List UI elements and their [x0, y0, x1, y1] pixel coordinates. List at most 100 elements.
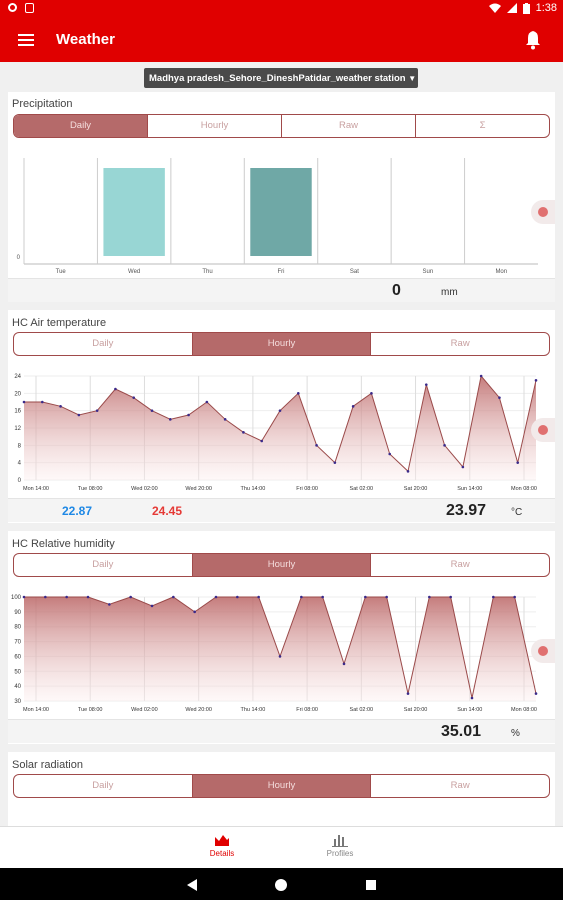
data-point	[150, 604, 154, 608]
data-point	[479, 374, 483, 378]
data-point	[236, 595, 239, 599]
humidity-card: HC Relative humidity Daily Hourly Raw 30…	[8, 531, 555, 744]
tab-sum[interactable]: Σ	[479, 120, 486, 131]
data-point	[168, 418, 172, 421]
humidity-title: HC Relative humidity	[12, 538, 115, 550]
x-tick-label: Tue 08:00	[78, 707, 103, 713]
tab-raw[interactable]: Raw	[282, 115, 416, 137]
data-point	[388, 452, 392, 456]
tab-hourly[interactable]: Hourly	[148, 115, 282, 137]
data-point	[513, 595, 516, 599]
data-point	[351, 405, 355, 408]
air-temperature-title: HC Air temperature	[12, 317, 107, 329]
data-point	[223, 418, 227, 421]
sd-card-icon	[25, 3, 34, 13]
back-icon[interactable]	[186, 878, 198, 896]
x-tick-label: Wed 20:00	[185, 486, 212, 492]
tab-daily[interactable]: Daily	[14, 333, 193, 355]
data-point	[22, 595, 26, 599]
data-point	[534, 692, 538, 695]
solar-radiation-title: Solar radiation	[12, 759, 83, 771]
touch-icon[interactable]	[531, 200, 555, 224]
y-tick-label: 80	[14, 625, 21, 631]
tab-hourly[interactable]: Hourly	[192, 554, 372, 576]
tab-raw[interactable]: Raw	[450, 559, 470, 570]
air-temperature-chart-svg: 0 4 8 12 16 20 24 Mon 14:00 Tue 08:00 Wed 02:00 We…	[14, 374, 538, 492]
x-tick-label: Sat 20:00	[404, 486, 428, 492]
precipitation-tabs: Daily Hourly Raw Σ	[13, 114, 550, 138]
tab-raw[interactable]: Raw	[450, 338, 470, 349]
station-select[interactable]: Madhya pradesh_Sehore_DineshPatidar_weat…	[144, 68, 418, 88]
air-temperature-tabs: Daily Hourly Raw	[13, 332, 550, 356]
precipitation-chart: 0 Tue Wed Thu Fri Sat Sun Mon	[8, 148, 555, 278]
nav-details[interactable]: Details	[192, 833, 252, 858]
x-tick-label: Thu	[202, 269, 212, 275]
precipitation-unit: mm	[441, 287, 458, 298]
x-tick-label: Fri	[278, 269, 285, 275]
data-point	[193, 610, 196, 614]
touch-icon[interactable]	[531, 418, 555, 442]
data-point	[132, 396, 136, 399]
nav-profiles[interactable]: Profiles	[310, 833, 370, 858]
data-point	[214, 595, 218, 599]
y-tick-label: 20	[14, 391, 21, 397]
recents-icon[interactable]	[365, 878, 377, 896]
y-tick-label: 100	[11, 595, 22, 601]
data-point	[406, 470, 410, 473]
data-point	[205, 400, 209, 404]
x-tick-label: Fri 08:00	[296, 486, 318, 492]
solar-radiation-card: Solar radiation Daily Hourly Raw	[8, 752, 555, 826]
tab-daily[interactable]: Daily	[14, 115, 148, 137]
data-point	[461, 465, 465, 469]
data-point	[172, 595, 175, 599]
data-point	[534, 379, 538, 382]
system-navigation	[0, 868, 563, 900]
notification-bell-icon[interactable]	[525, 30, 541, 50]
x-tick-label: Thu 14:00	[240, 486, 265, 492]
tab-hourly[interactable]: Hourly	[192, 775, 372, 797]
home-icon[interactable]	[275, 878, 287, 896]
data-point	[257, 595, 260, 599]
data-point	[65, 595, 68, 599]
x-tick-label: Tue 08:00	[78, 486, 103, 492]
tab-hourly[interactable]: Hourly	[192, 333, 372, 355]
data-point	[385, 595, 388, 599]
status-time: 1:38	[535, 2, 557, 14]
series-area	[24, 376, 536, 480]
day-column-wed	[103, 168, 165, 256]
y-tick-label: 12	[14, 426, 21, 432]
y-tick-label: 16	[14, 409, 21, 415]
data-point	[59, 405, 62, 408]
data-point	[498, 396, 501, 399]
data-point	[278, 409, 282, 412]
precipitation-card: Precipitation Daily Hourly Raw Σ 0 Tue Wed…	[8, 92, 555, 302]
tab-daily[interactable]: Daily	[14, 775, 193, 797]
data-point	[278, 655, 282, 658]
air-temperature-card: HC Air temperature Daily Hourly Raw 0 4 8 1…	[8, 310, 555, 523]
humidity-chart: 30 40 50 60 70 80 90 100 Mon 14:00 Tue 08:00 Wed 0…	[8, 587, 555, 719]
bottom-navigation: Details Profiles	[0, 826, 563, 868]
temperature-max: 24.45	[152, 504, 183, 518]
data-point	[370, 392, 373, 395]
touch-icon[interactable]	[531, 639, 555, 663]
y-tick-label: 30	[14, 699, 21, 705]
tab-raw[interactable]: Raw	[450, 780, 470, 791]
chevron-down-icon: ▼	[408, 74, 417, 83]
precipitation-chart-svg: 0 Tue Wed Thu Fri Sat Sun Mon	[17, 158, 538, 275]
air-temperature-chart: 0 4 8 12 16 20 24 Mon 14:00 Tue 08:00 Wed 02:00 We…	[8, 366, 555, 498]
y-tick-label: 60	[14, 654, 21, 660]
status-bar: 1:38	[0, 0, 563, 18]
tab-daily[interactable]: Daily	[14, 554, 193, 576]
x-tick-label: Tue	[56, 269, 67, 275]
x-tick-label: Sun 14:00	[457, 707, 482, 713]
data-point	[492, 595, 495, 599]
x-tick-label: Sat	[350, 269, 359, 275]
x-tick-label: Wed 02:00	[131, 707, 158, 713]
precipitation-title: Precipitation	[12, 98, 73, 110]
data-point	[296, 392, 300, 395]
app-bar: Weather	[0, 18, 563, 62]
menu-icon[interactable]	[18, 34, 34, 46]
y-tick-label: 0	[18, 478, 22, 484]
humidity-tabs: Daily Hourly Raw	[13, 553, 550, 577]
humidity-unit: %	[511, 728, 520, 739]
